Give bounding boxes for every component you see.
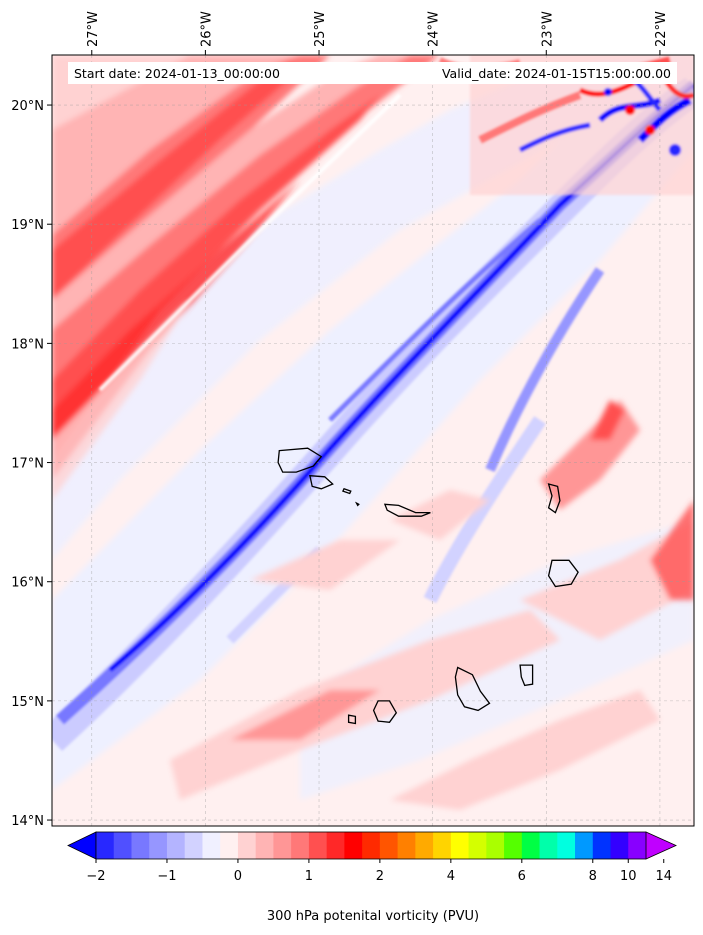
colorbar-segment — [166, 832, 186, 859]
colorbar-tick-label: 4 — [447, 869, 455, 884]
colorbar-segment — [96, 832, 115, 859]
colorbar-segment — [592, 832, 612, 859]
colorbar-segment — [539, 832, 558, 859]
colorbar-frame — [95, 831, 647, 860]
colorbar-segment — [628, 832, 647, 859]
colorbar-tick-label: 8 — [589, 869, 597, 884]
lat-tick-label: 15°N — [11, 695, 44, 710]
lat-tick-label: 16°N — [11, 576, 44, 591]
map-frame — [51, 54, 695, 827]
colorbar-segment — [149, 832, 168, 859]
island-outline — [342, 487, 352, 495]
colorbar-tick-label: 14 — [655, 869, 672, 884]
island-outline — [372, 700, 398, 723]
colorbar-segment — [379, 832, 399, 859]
colorbar-tick-label: 1 — [305, 869, 313, 884]
island-outline — [454, 666, 491, 712]
colorbar-segment — [131, 832, 150, 859]
colorbar-tick-label: 10 — [620, 869, 637, 884]
colorbar-segment — [344, 832, 363, 859]
colorbar-segment — [184, 832, 203, 859]
lon-tick-label: 24°W — [427, 11, 442, 47]
colorbar-extend-low — [67, 831, 97, 860]
coastlines — [277, 447, 579, 725]
longitude-ticks: 27°W 26°W 25°W 24°W 23°W 22°W — [86, 11, 669, 55]
colorbar: −2 −1 0 1 2 4 6 8 10 14 — [67, 831, 677, 884]
colorbar-segment — [308, 832, 328, 859]
island-outline — [277, 447, 323, 473]
lon-tick-label: 25°W — [313, 11, 328, 47]
lon-tick-label: 23°W — [540, 11, 555, 47]
colorbar-segment — [237, 832, 257, 859]
lat-tick-label: 18°N — [11, 337, 44, 352]
lon-tick-label: 26°W — [199, 11, 214, 47]
start-date-label: Start date: 2024-01-13_00:00:00 — [74, 66, 280, 81]
lat-tick-label: 19°N — [11, 218, 44, 233]
colorbar-tick-label: −2 — [86, 869, 105, 884]
colorbar-segment — [433, 832, 452, 859]
colorbar-tick-label: 0 — [234, 869, 242, 884]
colorbar-segment — [291, 832, 310, 859]
lat-tick-label: 20°N — [11, 99, 44, 114]
gridlines — [52, 55, 694, 826]
valid-date-label: Valid_date: 2024-01-15T15:00:00.00 — [442, 66, 671, 81]
lat-tick-label: 14°N — [11, 814, 44, 829]
colorbar-tick-label: 6 — [518, 869, 526, 884]
island-outline — [519, 664, 534, 687]
pv-field — [52, 55, 694, 826]
lon-tick-label: 27°W — [86, 11, 101, 47]
colorbar-extend-high — [645, 831, 677, 860]
colorbar-segment — [450, 832, 470, 859]
lon-tick-label: 22°W — [654, 11, 669, 47]
colorbar-segment — [468, 832, 487, 859]
colorbar-segment — [521, 832, 541, 859]
colorbar-segment — [113, 832, 132, 859]
island-outline — [547, 483, 561, 514]
colorbar-segment — [362, 832, 381, 859]
colorbar-segment — [504, 832, 523, 859]
colorbar-tick-label: 2 — [376, 869, 384, 884]
island-outline — [383, 503, 431, 517]
lat-tick-label: 17°N — [11, 457, 44, 472]
colorbar-segment — [273, 832, 292, 859]
colorbar-segment — [610, 832, 629, 859]
colorbar-segment — [202, 832, 221, 859]
latitude-ticks: 20°N 19°N 18°N 17°N 16°N 15°N 14°N — [11, 99, 52, 829]
island-outline — [354, 501, 360, 507]
colorbar-segment — [326, 832, 345, 859]
colorbar-segment — [397, 832, 416, 859]
island-outline — [547, 559, 579, 588]
colorbar-segment — [486, 832, 505, 859]
colorbar-title: 300 hPa potenital vorticity (PVU) — [267, 909, 479, 924]
island-outline — [347, 714, 357, 725]
colorbar-segment — [255, 832, 274, 859]
colorbar-segment — [575, 832, 594, 859]
colorbar-segment — [557, 832, 576, 859]
island-outline — [309, 474, 334, 490]
colorbar-segment — [415, 832, 434, 859]
colorbar-segment — [220, 832, 239, 859]
colorbar-tick-label: −1 — [157, 869, 176, 884]
info-box — [68, 62, 677, 84]
